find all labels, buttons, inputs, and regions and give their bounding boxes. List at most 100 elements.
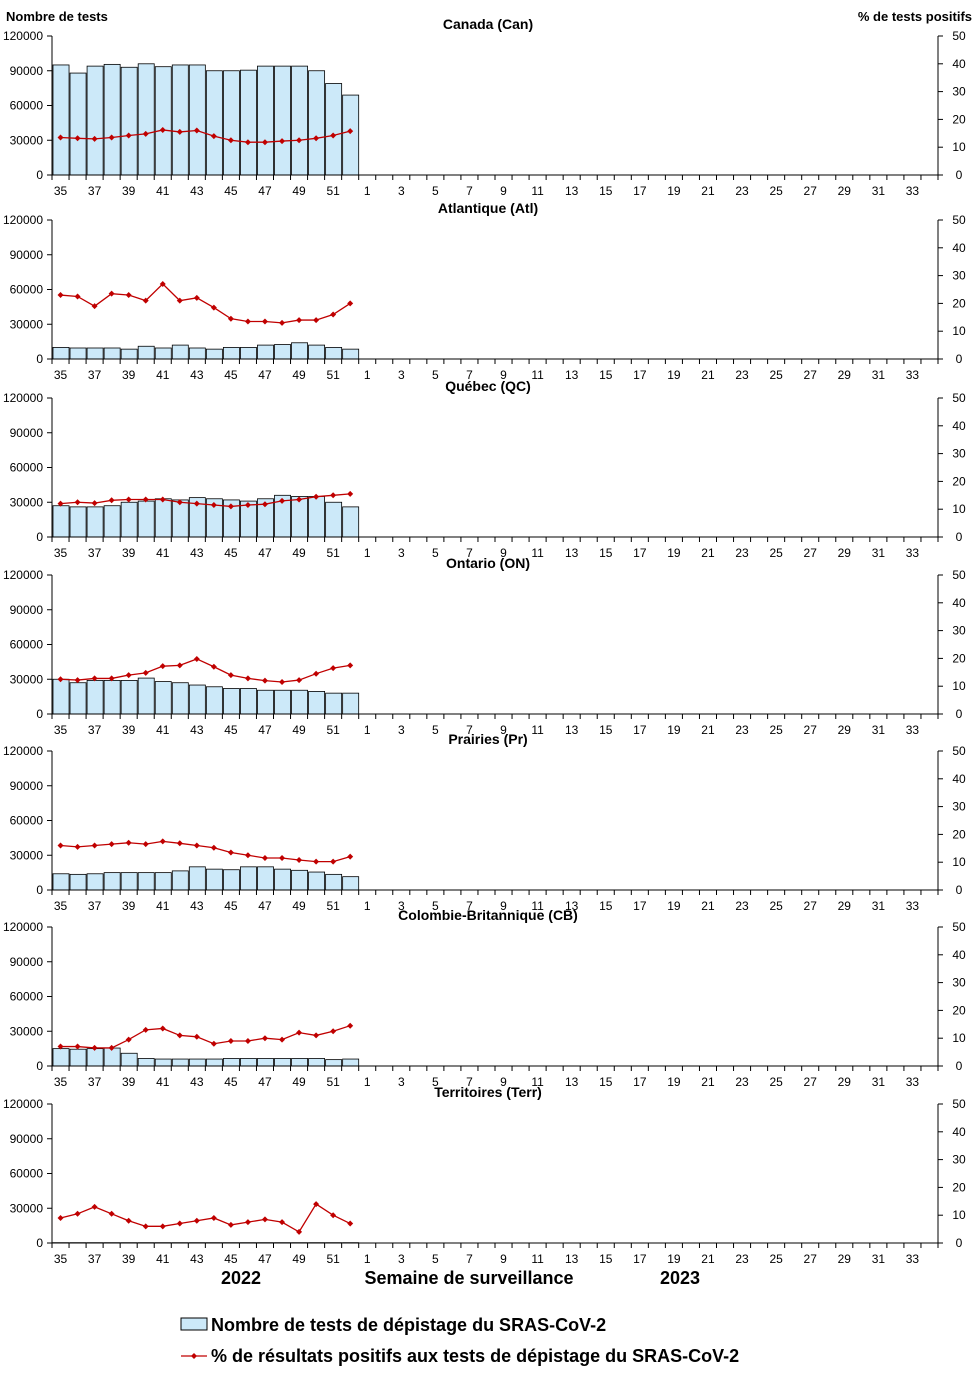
panel-2-marker-week-46	[245, 318, 251, 324]
panel-3-marker-week-52	[347, 491, 353, 497]
panel-1-bar-week-47	[257, 66, 273, 175]
panel-7-x-label-week-9: 9	[500, 1252, 507, 1266]
panel-5-left-tick-label-60000: 60000	[10, 814, 44, 828]
panel-5-x-label-week-19: 19	[667, 899, 681, 913]
panel-5-bar-week-41	[155, 873, 171, 890]
panel-7-x-label-week-27: 27	[804, 1252, 818, 1266]
panel-7-marker-week-38	[109, 1211, 115, 1217]
panel-2-right-tick-label-10: 10	[952, 324, 966, 338]
panel-1-x-label-week-35: 35	[54, 184, 68, 198]
panel-7-x-label-week-51: 51	[326, 1252, 340, 1266]
panel-6-bar-week-46	[240, 1058, 256, 1066]
panel-2-left-tick-label-0: 0	[36, 352, 43, 366]
panel-7-left-tick-label-90000: 90000	[10, 1132, 44, 1146]
panel-6-x-label-week-33: 33	[906, 1075, 920, 1089]
panel-6-positivity-line	[61, 1026, 351, 1048]
panel-4-bar-week-40	[138, 678, 154, 714]
panel-6-marker-week-52	[347, 1023, 353, 1029]
panel-2-left-tick-label-30000: 30000	[10, 317, 44, 331]
panel-3-left-tick-label-30000: 30000	[10, 495, 44, 509]
panel-2-marker-week-49	[296, 317, 302, 323]
panel-3-bar-week-38	[104, 506, 120, 537]
panel-3-left-tick-label-60000: 60000	[10, 461, 44, 475]
panel-1-bar-week-50	[309, 71, 325, 175]
panel-3-right-tick-label-30: 30	[952, 447, 966, 461]
panel-4-x-label-week-3: 3	[398, 723, 405, 737]
panel-6-marker-week-48	[279, 1037, 285, 1043]
panel-1-bar-week-39	[121, 67, 137, 175]
panel-5-bar-week-50	[309, 872, 325, 890]
panel-1-x-label-week-27: 27	[804, 184, 818, 198]
panel-4-x-label-week-21: 21	[701, 723, 715, 737]
panel-7-marker-week-47	[262, 1216, 268, 1222]
panel-1-x-label-week-11: 11	[531, 184, 544, 198]
panel-7-marker-week-41	[160, 1223, 166, 1229]
panel-6-left-tick-label-90000: 90000	[10, 955, 44, 969]
panel-6-marker-week-43	[194, 1034, 200, 1040]
panel-1-right-tick-label-0: 0	[956, 168, 963, 182]
panel-7-marker-week-48	[279, 1219, 285, 1225]
panel-5-bar-week-43	[189, 867, 205, 890]
panel-6-bar-week-48	[275, 1058, 291, 1066]
panel-5-right-tick-label-30: 30	[952, 800, 966, 814]
panel-6-bar-week-49	[292, 1058, 308, 1066]
panel-7-x-label-week-33: 33	[906, 1252, 920, 1266]
panel-1-left-tick-label-120000: 120000	[3, 29, 43, 43]
panel-2-x-label-week-27: 27	[804, 368, 818, 382]
panel-7-marker-week-42	[177, 1221, 183, 1227]
panel-4-left-tick-label-60000: 60000	[10, 638, 44, 652]
panel-1-x-label-week-21: 21	[701, 184, 715, 198]
panel-1-left-tick-label-0: 0	[36, 168, 43, 182]
panel-5-x-label-week-25: 25	[769, 899, 783, 913]
panel-1-x-label-week-5: 5	[432, 184, 439, 198]
panel-2-x-label-week-31: 31	[872, 368, 886, 382]
panel-3-bar-week-50	[309, 496, 325, 537]
panel-5-x-label-week-43: 43	[190, 899, 204, 913]
panel-1-bar-week-45	[223, 71, 239, 175]
panel-5-bar-week-38	[104, 873, 120, 890]
panel-6-bar-week-42	[172, 1059, 188, 1066]
panel-7-x-label-week-11: 11	[531, 1252, 544, 1266]
panel-3-x-label-week-37: 37	[88, 546, 102, 560]
panel-5-x-label-week-47: 47	[258, 899, 272, 913]
panel-4-marker-week-36	[75, 677, 81, 683]
panel-4-marker-week-52	[347, 662, 353, 668]
panel-7-x-label-week-3: 3	[398, 1252, 405, 1266]
panel-6-marker-week-36	[75, 1044, 81, 1050]
panel-4-x-label-week-15: 15	[599, 723, 613, 737]
panel-4-x-label-week-51: 51	[326, 723, 340, 737]
panel-3-title: Québec (QC)	[445, 378, 531, 394]
panel-3-x-label-week-15: 15	[599, 546, 613, 560]
panel-1-x-label-week-13: 13	[565, 184, 579, 198]
panel-2-marker-week-50	[313, 317, 319, 323]
panel-1-x-label-week-23: 23	[735, 184, 749, 198]
panel-4-bar-week-44	[206, 687, 222, 714]
panel-4-x-label-week-43: 43	[190, 723, 204, 737]
panel-2-positivity-line	[61, 284, 351, 323]
panel-5-right-tick-label-50: 50	[952, 744, 966, 758]
panel-3-bar-week-35	[53, 506, 69, 537]
panel-1-bar-week-35	[53, 65, 69, 175]
panel-2-bar-week-38	[104, 348, 120, 359]
panel-5-bar-week-42	[172, 871, 188, 890]
panel-3-x-label-week-45: 45	[224, 546, 238, 560]
panel-4-marker-week-50	[313, 671, 319, 677]
panel-6-left-tick-label-60000: 60000	[10, 990, 44, 1004]
panel-5-marker-week-49	[296, 857, 302, 863]
panel-6-x-label-week-49: 49	[292, 1075, 306, 1089]
panel-2-right-tick-label-20: 20	[952, 296, 966, 310]
panel-6-x-label-week-43: 43	[190, 1075, 204, 1089]
panel-7-left-tick-label-120000: 120000	[3, 1097, 43, 1111]
panel-2-x-label-week-29: 29	[838, 368, 852, 382]
panel-3-x-label-week-41: 41	[156, 546, 170, 560]
panel-2-x-label-week-35: 35	[54, 368, 68, 382]
panel-2-left-tick-label-120000: 120000	[3, 213, 43, 227]
panel-2-left-tick-label-60000: 60000	[10, 283, 44, 297]
panel-5-left-tick-label-0: 0	[36, 883, 43, 897]
panel-6-x-label-week-15: 15	[599, 1075, 613, 1089]
panel-4-bar-week-39	[121, 680, 137, 714]
panel-6-x-label-week-21: 21	[701, 1075, 715, 1089]
panel-5-bar-week-52	[343, 877, 359, 890]
panel-6-marker-week-40	[143, 1027, 149, 1033]
panel-6-bar-week-38	[104, 1048, 120, 1066]
